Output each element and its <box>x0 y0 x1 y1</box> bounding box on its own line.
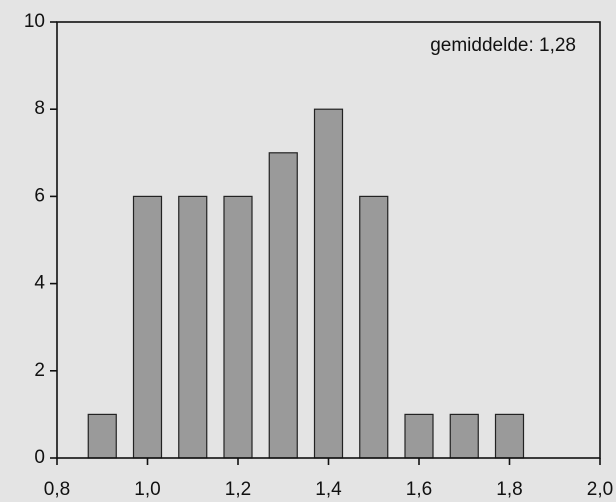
bar <box>404 413 434 459</box>
bar <box>87 413 117 459</box>
y-tick-label: 10 <box>24 11 45 32</box>
bar <box>223 195 253 459</box>
y-tick-label: 6 <box>34 185 45 206</box>
bar <box>268 152 298 459</box>
x-tick-label: 1,0 <box>134 479 160 500</box>
y-tick-label: 2 <box>34 360 45 381</box>
y-tick-label: 8 <box>34 98 45 119</box>
bar <box>313 108 344 459</box>
y-tick-label: 4 <box>34 273 45 294</box>
bar <box>494 413 525 459</box>
x-tick-label: 2,0 <box>587 479 613 500</box>
x-tick-label: 1,8 <box>496 479 522 500</box>
bar <box>359 195 389 459</box>
bar <box>449 413 479 459</box>
bar <box>178 195 208 459</box>
y-tick-label: 0 <box>34 447 45 468</box>
x-tick-label: 0,8 <box>44 479 70 500</box>
x-tick-label: 1,2 <box>225 479 251 500</box>
x-tick-label: 1,4 <box>315 479 342 500</box>
annotation: gemiddelde: 1,28 <box>430 35 576 56</box>
bar <box>132 195 163 459</box>
x-tick-label: 1,6 <box>406 479 432 500</box>
